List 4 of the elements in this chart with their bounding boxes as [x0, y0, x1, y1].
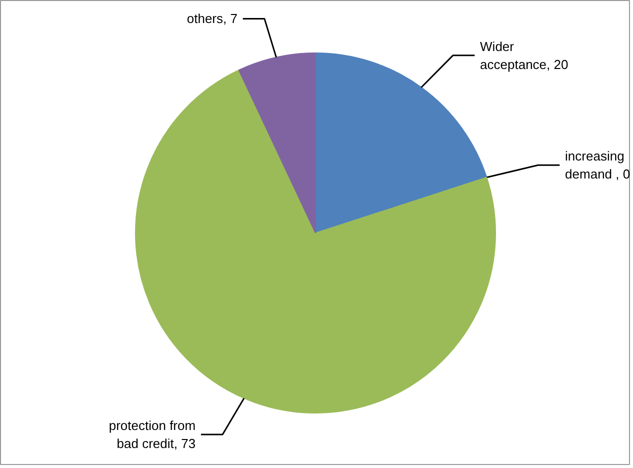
category-label: increasing demand , 0	[565, 148, 630, 182]
slice-label: Wider acceptance, 20	[480, 38, 568, 72]
slice-label: protection from bad credit, 73	[108, 418, 196, 452]
slice-label: others, 7	[186, 11, 238, 26]
